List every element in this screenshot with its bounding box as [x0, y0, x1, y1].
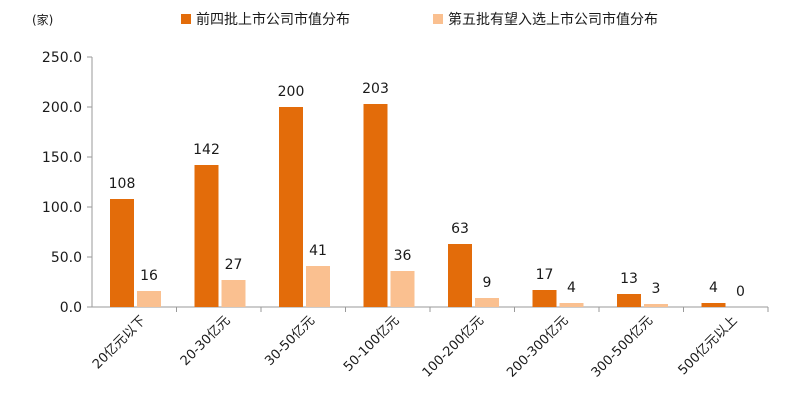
bar-series-1 [701, 303, 726, 307]
data-label-series-1: 13 [620, 271, 638, 287]
x-tick-label: 20-30亿元 [178, 313, 234, 369]
data-label-series-2: 4 [567, 280, 576, 296]
x-tick-label: 500亿元以上 [676, 313, 741, 378]
data-label-series-2: 0 [736, 284, 745, 300]
y-tick-label: 0.0 [60, 300, 82, 316]
bar-series-2 [137, 291, 161, 307]
legend-label-series-1: 前四批上市公司市值分布 [196, 11, 350, 28]
x-tick-label: 50-100亿元 [341, 313, 403, 375]
x-tick-label: 30-50亿元 [262, 313, 318, 369]
bar-series-1 [110, 199, 134, 307]
y-axis-unit: (家) [32, 12, 53, 27]
data-label-series-1: 200 [278, 84, 305, 100]
data-label-series-2: 3 [652, 281, 661, 297]
y-tick-label: 50.0 [51, 250, 82, 266]
bar-series-1 [617, 294, 641, 307]
legend: 前四批上市公司市值分布 第五批有望入选上市公司市值分布 [181, 11, 658, 28]
data-label-series-1: 203 [362, 81, 389, 97]
plot-area: 108 16 142 27 200 41 203 36 63 9 17 4 13 3 4 0 [92, 81, 768, 308]
x-tick-label: 200-300亿元 [504, 313, 571, 380]
data-label-series-2: 41 [309, 243, 327, 259]
y-tick-label: 250.0 [42, 50, 82, 66]
bar-series-1 [532, 290, 557, 307]
bar-series-2 [559, 303, 584, 307]
bar-series-2 [644, 304, 668, 307]
data-label-series-1: 4 [709, 280, 718, 296]
data-label-series-1: 142 [193, 142, 220, 158]
data-label-series-1: 17 [536, 267, 554, 283]
y-tick-label: 100.0 [42, 200, 82, 216]
x-tick-label: 20亿元以下 [90, 313, 149, 372]
y-tick-label: 200.0 [42, 100, 82, 116]
data-label-series-1: 63 [451, 221, 469, 237]
bar-series-2 [306, 266, 330, 307]
legend-label-series-2: 第五批有望入选上市公司市值分布 [448, 11, 658, 28]
legend-swatch-series-1 [181, 14, 191, 24]
x-tick-label: 300-500亿元 [589, 313, 656, 380]
bar-series-1 [279, 107, 303, 307]
bar-series-2 [221, 280, 246, 307]
data-label-series-1: 108 [109, 176, 136, 192]
y-tick-label: 150.0 [42, 150, 82, 166]
bar-series-2 [390, 271, 415, 307]
data-label-series-2: 36 [394, 248, 412, 264]
data-label-series-2: 16 [140, 268, 158, 284]
data-label-series-2: 27 [225, 257, 243, 273]
y-axis: 0.0 50.0 100.0 150.0 200.0 250.0 [42, 50, 93, 316]
bar-series-1 [363, 104, 388, 307]
bar-series-2 [475, 298, 499, 307]
bar-series-1 [448, 244, 472, 307]
x-axis: 20亿元以下 20-30亿元 30-50亿元 50-100亿元 100-200亿元 200… [90, 307, 769, 381]
bar-series-1 [194, 165, 219, 307]
x-tick-label: 100-200亿元 [420, 313, 487, 380]
legend-swatch-series-2 [433, 14, 443, 24]
data-label-series-2: 9 [483, 275, 492, 291]
